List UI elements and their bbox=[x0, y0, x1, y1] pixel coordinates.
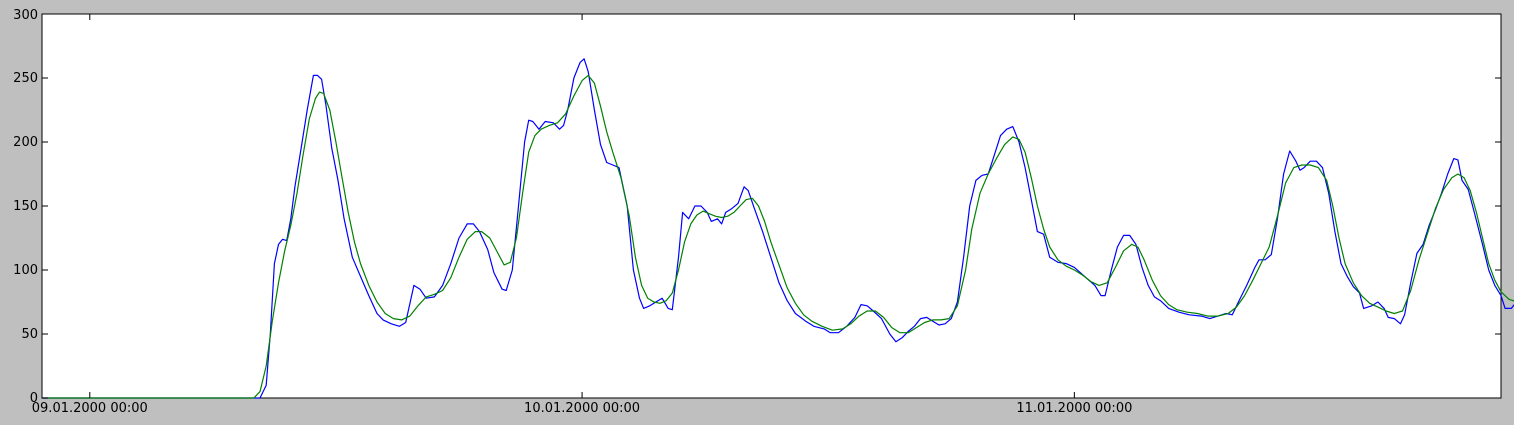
series-line-1 bbox=[42, 58, 1514, 399]
x-tick-label: 09.01.2000 00:00 bbox=[32, 401, 148, 416]
y-tick-label: 50 bbox=[21, 327, 38, 342]
y-tick-label: 150 bbox=[13, 199, 38, 214]
y-tick-label: 250 bbox=[13, 71, 38, 86]
y-tick-label: 200 bbox=[13, 135, 38, 150]
x-tick-label: 10.01.2000 00:00 bbox=[524, 401, 640, 416]
series-layer bbox=[42, 58, 1514, 399]
axis-ticks: 0 50 100 150 200 250 300 09.01.2000 00:00 10.01.… bbox=[13, 8, 1501, 416]
y-tick-label: 100 bbox=[13, 263, 38, 278]
plot-area bbox=[41, 13, 1502, 399]
series-line-2 bbox=[42, 74, 1514, 399]
x-tick-label: 11.01.2000 00:00 bbox=[1016, 401, 1132, 416]
y-tick-label: 300 bbox=[13, 8, 38, 23]
y-tick-label: 0 bbox=[30, 391, 38, 406]
